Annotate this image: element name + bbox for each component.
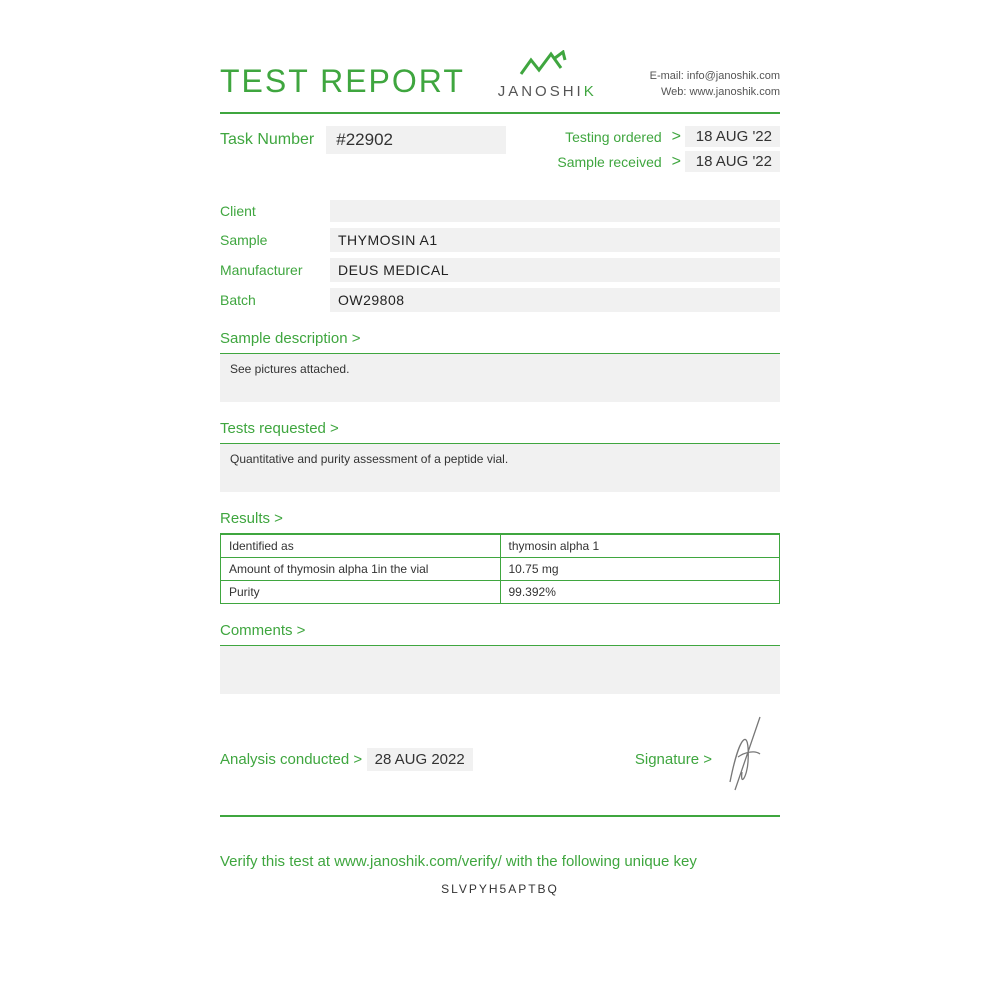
tests-requested-title: Tests requested > [220, 420, 780, 437]
table-row: Identified as thymosin alpha 1 [221, 535, 780, 558]
chevron-icon: > [672, 153, 681, 171]
contact-info: E-mail: info@janoshik.com Web: www.janos… [650, 69, 780, 100]
signature-block: Signature > [635, 722, 780, 797]
result-key: Identified as [221, 535, 501, 558]
tests-requested-body: Quantitative and purity assessment of a … [220, 444, 780, 492]
client-label: Client [220, 203, 330, 219]
logo-mark-icon [517, 50, 577, 78]
brand-name-main: JANOSHI [498, 83, 584, 100]
report-header: TEST REPORT JANOSHIK E-mail: info@janosh… [220, 50, 780, 108]
table-row: Purity 99.392% [221, 581, 780, 604]
task-number-block: Task Number #22902 [220, 126, 506, 154]
verification-key: SLVPYH5APTBQ [220, 878, 780, 900]
testing-ordered-label: Testing ordered [565, 129, 662, 145]
client-value [330, 200, 780, 222]
sample-received-label: Sample received [557, 154, 661, 170]
meta-row: Task Number #22902 Testing ordered > 18 … [220, 126, 780, 176]
footer-divider [220, 815, 780, 817]
brand-name: JANOSHIK [498, 83, 597, 100]
brand-logo: JANOSHIK [498, 50, 597, 100]
task-number-value: #22902 [326, 126, 506, 154]
comments-title: Comments > [220, 622, 780, 639]
dates-block: Testing ordered > 18 AUG '22 Sample rece… [557, 126, 780, 176]
brand-name-accent: K [584, 83, 597, 100]
task-number-label: Task Number [220, 131, 314, 149]
analysis-conducted-value: 28 AUG 2022 [367, 748, 473, 771]
report-title: TEST REPORT [220, 63, 465, 100]
batch-label: Batch [220, 292, 330, 308]
sample-value: THYMOSIN A1 [330, 228, 780, 252]
signature-icon [720, 722, 780, 797]
chevron-icon: > [672, 128, 681, 146]
info-grid: Client Sample THYMOSIN A1 Manufacturer D… [220, 200, 780, 312]
result-key: Amount of thymosin alpha 1in the vial [221, 558, 501, 581]
testing-ordered-value: 18 AUG '22 [685, 126, 780, 147]
email-label: E-mail: [650, 70, 687, 82]
table-row: Amount of thymosin alpha 1in the vial 10… [221, 558, 780, 581]
manufacturer-label: Manufacturer [220, 262, 330, 278]
result-value: thymosin alpha 1 [500, 535, 780, 558]
results-table: Identified as thymosin alpha 1 Amount of… [220, 534, 780, 604]
results-title: Results > [220, 510, 780, 527]
footer-row: Analysis conducted > 28 AUG 2022 Signatu… [220, 722, 780, 797]
header-divider [220, 112, 780, 114]
result-value: 99.392% [500, 581, 780, 604]
web-label: Web: [661, 86, 690, 98]
analysis-conducted-label: Analysis conducted > [220, 751, 362, 768]
verify-instruction: Verify this test at www.janoshik.com/ver… [220, 853, 780, 870]
signature-label: Signature > [635, 751, 712, 768]
result-value: 10.75 mg [500, 558, 780, 581]
email-value: info@janoshik.com [687, 70, 780, 82]
web-value: www.janoshik.com [690, 86, 780, 98]
comments-body [220, 646, 780, 694]
sample-label: Sample [220, 232, 330, 248]
sample-description-body: See pictures attached. [220, 354, 780, 402]
batch-value: OW29808 [330, 288, 780, 312]
analysis-block: Analysis conducted > 28 AUG 2022 [220, 751, 473, 769]
sample-description-title: Sample description > [220, 330, 780, 347]
manufacturer-value: DEUS MEDICAL [330, 258, 780, 282]
result-key: Purity [221, 581, 501, 604]
sample-received-value: 18 AUG '22 [685, 151, 780, 172]
